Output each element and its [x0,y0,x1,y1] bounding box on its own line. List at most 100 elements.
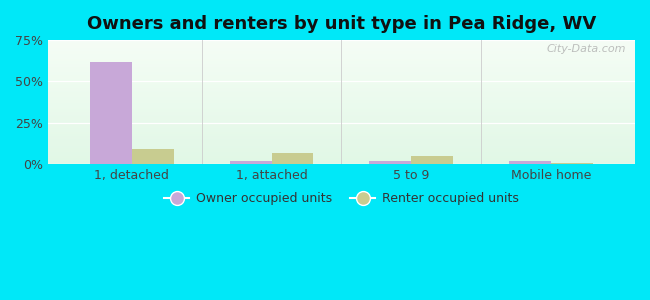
Bar [48,49,635,50]
Bar [48,71,635,72]
Bar [48,125,635,126]
Bar [48,152,635,153]
Bar [48,112,635,113]
Bar [48,107,635,108]
Bar [48,159,635,160]
Bar [48,146,635,147]
Bar [48,41,635,42]
Bar [48,134,635,135]
Bar [48,126,635,127]
Bar [48,82,635,83]
Bar [48,76,635,77]
Bar [48,62,635,63]
Bar [48,147,635,148]
Bar [48,57,635,58]
Bar [48,88,635,89]
Bar [48,79,635,80]
Bar [48,135,635,136]
Bar [48,78,635,79]
Bar [48,160,635,161]
Bar [48,56,635,57]
Bar [48,111,635,112]
Bar [48,81,635,82]
Bar [48,110,635,111]
Bar [48,84,635,85]
Bar [48,158,635,159]
Bar [48,124,635,125]
Bar [48,93,635,94]
Bar [48,87,635,88]
Bar [48,53,635,54]
Bar [48,139,635,140]
Bar [48,104,635,105]
Bar [48,65,635,66]
Bar [48,45,635,46]
Bar [48,64,635,65]
Bar [48,157,635,158]
Bar [48,108,635,109]
Bar [48,105,635,106]
Bar [48,129,635,130]
Bar [132,149,174,164]
Bar [48,103,635,104]
Text: City-Data.com: City-Data.com [547,44,626,54]
Bar [48,40,635,41]
Bar [48,143,635,144]
Bar [48,69,635,70]
Bar [48,66,635,67]
Bar [48,144,635,145]
Bar [48,145,635,146]
Bar [48,117,635,118]
Bar [48,83,635,84]
Bar [48,97,635,98]
Bar [48,85,635,86]
Bar [48,101,635,102]
Bar [48,60,635,61]
Bar [48,115,635,116]
Bar [48,43,635,44]
Bar [48,80,635,81]
Bar [48,142,635,143]
Bar [48,77,635,78]
Bar [48,149,635,150]
Bar [272,153,313,164]
Bar [48,161,635,162]
Bar [48,99,635,100]
Bar [48,113,635,114]
Bar [48,151,635,152]
Bar [48,72,635,73]
Bar [48,141,635,142]
Bar [411,156,453,164]
Bar [48,58,635,59]
Bar [48,122,635,123]
Bar [48,119,635,120]
Bar [48,67,635,68]
Bar [229,161,272,164]
Bar [48,121,635,122]
Bar [48,136,635,137]
Bar [48,44,635,45]
Bar [48,138,635,139]
Bar [48,74,635,75]
Bar [48,48,635,49]
Legend: Owner occupied units, Renter occupied units: Owner occupied units, Renter occupied un… [159,187,523,210]
Bar [48,75,635,76]
Bar [48,140,635,141]
Bar [48,61,635,62]
Bar [48,54,635,55]
Bar [48,94,635,95]
Bar [48,133,635,134]
Bar [48,52,635,53]
Bar [48,155,635,156]
Bar [48,50,635,51]
Bar [48,92,635,93]
Bar [48,116,635,117]
Bar [48,123,635,124]
Bar [48,90,635,91]
Title: Owners and renters by unit type in Pea Ridge, WV: Owners and renters by unit type in Pea R… [87,15,596,33]
Bar [48,59,635,60]
Bar [48,156,635,157]
Bar [48,128,635,129]
Bar [48,96,635,97]
Bar [48,63,635,64]
